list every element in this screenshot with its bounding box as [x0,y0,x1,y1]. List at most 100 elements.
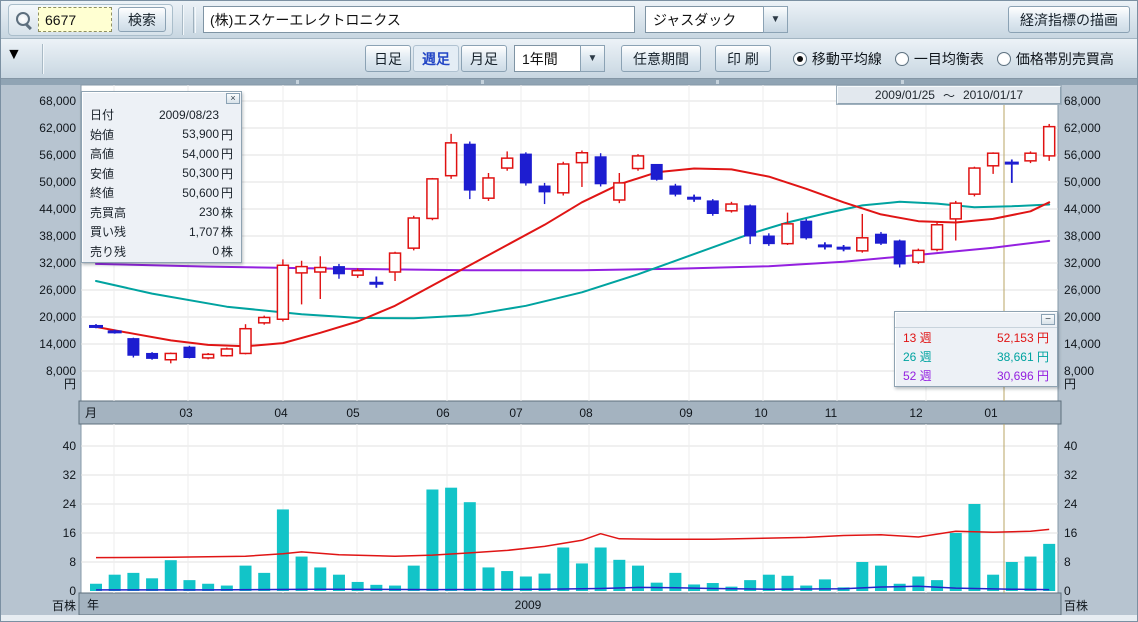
radio-label: 一目均衡表 [913,50,984,67]
date-range-end: 2010/01/17 [963,88,1024,102]
range-select[interactable]: 1年間 ▼ [514,45,605,72]
svg-text:44,000: 44,000 [1064,202,1101,216]
volume-average-line [95,528,1050,559]
quote-info-box: × 日付 2009/08/23 始値 53,900 円高値 54,000 円安値 50,300… [81,91,242,263]
custom-period-button[interactable]: 任意期間 [621,45,701,72]
company-name-field[interactable] [203,6,635,33]
radio-icon [894,51,909,66]
info-row: 買い残 1,707 株 [90,224,233,240]
volume-bars [90,487,1056,591]
svg-text:32,000: 32,000 [1064,256,1101,270]
range-dropdown-button[interactable]: ▼ [580,45,605,72]
moving-average-legend-box: − 13 週 52,153 円 26 週 38,661 円 52 週 30,696 円 [894,311,1058,387]
chart-toolbar: ▼ 日足 週足 月足 1年間 ▼ 任意期間 印 刷 移動平均線 一目均衡表 価格… [1,39,1137,79]
quote-info-box-header: × [82,92,241,105]
chevron-down-icon: ▼ [770,14,781,25]
market-select-value: ジャスダック [645,6,763,33]
svg-text:08: 08 [579,406,593,420]
svg-text:07: 07 [509,406,523,420]
info-row: 始値 53,900 円 [90,127,233,142]
svg-text:8,000: 8,000 [1064,364,1094,378]
svg-text:50,000: 50,000 [1064,175,1101,189]
svg-text:百株: 百株 [1064,598,1088,613]
svg-text:8: 8 [1064,555,1071,569]
economic-indicator-button[interactable]: 経済指標の描画 [1008,6,1130,33]
info-row: 売買高 230 株 [90,205,233,220]
svg-text:56,000: 56,000 [1064,148,1101,162]
svg-text:24: 24 [1064,497,1078,511]
svg-text:11: 11 [825,406,838,420]
legend-row: 13 週 52,153 円 [903,331,1049,345]
quote-info-rows: 日付 2009/08/23 始値 53,900 円高値 54,000 円安値 50,300 円終… [82,105,241,261]
svg-text:09: 09 [679,406,693,420]
chevron-down-icon: ▼ [6,46,22,63]
svg-text:32,000: 32,000 [39,256,76,270]
svg-text:26,000: 26,000 [1064,283,1101,297]
svg-text:40: 40 [63,439,77,453]
svg-text:8: 8 [69,555,76,569]
market-dropdown-button[interactable]: ▼ [763,6,788,33]
stock-chart-canvas[interactable]: 68,000 68,000 62,000 62,000 56,000 56,000 50,0… [1,79,1138,622]
svg-text:38,000: 38,000 [1064,229,1101,243]
stock-code-input[interactable] [38,7,112,32]
toolbar-divider [42,43,44,74]
svg-text:32: 32 [63,468,77,482]
svg-text:04: 04 [274,406,288,420]
candlestick-layer [89,123,1056,364]
radio-ichimoku[interactable]: 一目均衡表 [894,49,984,69]
tab-monthly[interactable]: 月足 [461,45,507,72]
radio-icon [996,51,1011,66]
info-row: 安値 50,300 円 [90,166,233,181]
svg-text:06: 06 [436,406,450,420]
svg-text:03: 03 [179,406,193,420]
radio-label: 価格帯別売買高 [1015,50,1114,67]
svg-text:56,000: 56,000 [39,148,76,162]
svg-text:月: 月 [85,406,97,420]
info-row: 終値 50,600 円 [90,185,233,201]
info-row: 日付 2009/08/23 [90,107,219,123]
svg-text:32: 32 [1064,468,1078,482]
info-row: 売り残 0 株 [90,244,233,259]
chevron-down-icon: ▼ [587,53,598,64]
svg-text:2009: 2009 [515,598,542,612]
tab-weekly[interactable]: 週足 [413,45,459,72]
svg-text:14,000: 14,000 [1064,337,1101,351]
radio-moving-average[interactable]: 移動平均線 [792,49,882,69]
market-select[interactable]: ジャスダック ▼ [645,6,788,33]
svg-text:12: 12 [909,406,923,420]
svg-text:14,000: 14,000 [39,337,76,351]
svg-text:0: 0 [69,584,76,598]
svg-text:円: 円 [64,377,76,391]
svg-text:0: 0 [1064,584,1071,598]
print-button[interactable]: 印 刷 [715,45,771,72]
tab-daily[interactable]: 日足 [365,45,411,72]
svg-text:年: 年 [87,598,99,612]
svg-text:円: 円 [1064,377,1076,391]
range-select-value: 1年間 [514,45,580,72]
svg-text:68,000: 68,000 [39,94,76,108]
svg-text:百株: 百株 [52,598,76,613]
radio-volume-by-price[interactable]: 価格帯別売買高 [996,49,1114,69]
minimize-icon[interactable]: − [1041,314,1055,325]
svg-text:16: 16 [1064,526,1078,540]
date-range-separator: ～ [942,88,955,103]
svg-text:50,000: 50,000 [39,175,76,189]
svg-text:16: 16 [63,526,77,540]
svg-text:20,000: 20,000 [1064,310,1101,324]
search-button[interactable]: 検索 [118,7,166,32]
close-icon[interactable]: × [226,93,240,104]
svg-text:10: 10 [754,406,768,420]
chart-menu-dropdown-button[interactable]: ▼ [6,46,33,71]
margin-balance-line [96,585,1050,591]
svg-text:44,000: 44,000 [39,202,76,216]
date-range-start: 2009/01/25 [874,88,935,102]
svg-text:26,000: 26,000 [39,283,76,297]
stock-search-panel: 検索 [8,3,173,36]
search-icon [15,11,33,29]
toolbar-grip [193,6,196,33]
info-row: 高値 54,000 円 [90,146,233,162]
legend-row: 52 週 30,696 円 [903,369,1049,383]
legend-rows: 13 週 52,153 円 26 週 38,661 円 52 週 30,696 円 [895,328,1057,385]
svg-text:38,000: 38,000 [39,229,76,243]
radio-icon [792,51,807,66]
